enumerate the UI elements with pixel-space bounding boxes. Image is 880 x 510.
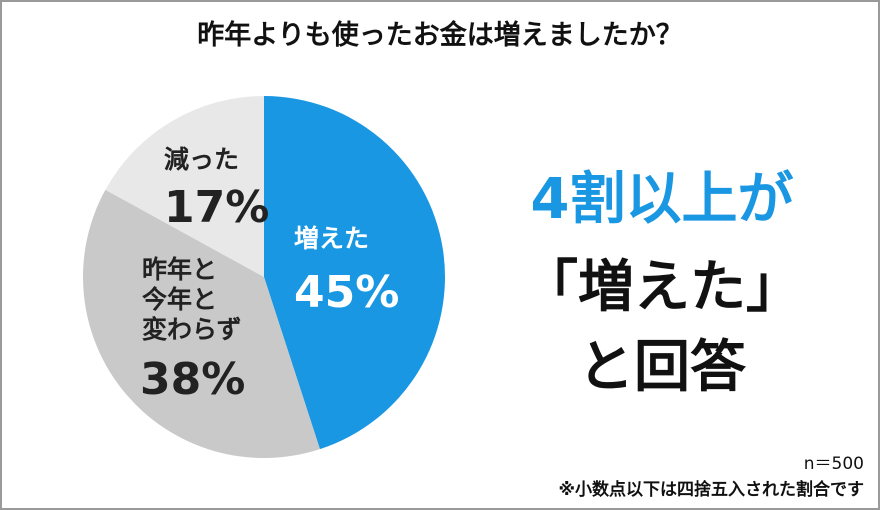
slice-label: 昨年と 今年と 変わらず <box>142 255 242 344</box>
pie-slice <box>264 96 446 450</box>
value-label: 45% <box>294 267 400 318</box>
pie-slice <box>105 96 264 277</box>
sample-size: n＝500 <box>803 454 864 474</box>
headline: と回答 <box>578 335 746 400</box>
footnote: ※小数点以下は四捨五入された割合です <box>558 480 864 500</box>
headline: 4割以上が <box>530 167 794 232</box>
pie-slice <box>82 189 320 459</box>
slice-label: 増えた <box>294 224 370 253</box>
headline: 「増えた」 <box>522 255 802 320</box>
chart-title: 昨年よりも使ったお金は増えましたか？ <box>197 20 683 51</box>
value-label: 17% <box>164 182 270 233</box>
slice-label: 減った <box>164 145 240 174</box>
value-label: 38% <box>140 354 246 405</box>
